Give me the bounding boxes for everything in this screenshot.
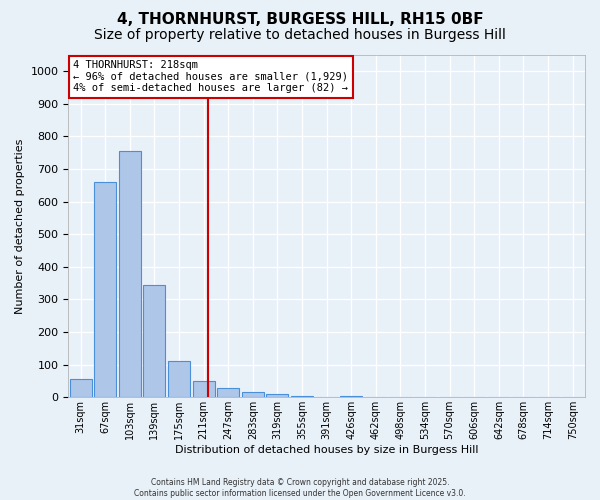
Bar xyxy=(291,396,313,398)
Bar xyxy=(119,151,141,398)
Bar xyxy=(242,392,264,398)
Text: 4 THORNHURST: 218sqm
← 96% of detached houses are smaller (1,929)
4% of semi-det: 4 THORNHURST: 218sqm ← 96% of detached h… xyxy=(73,60,349,94)
Bar xyxy=(193,381,215,398)
Bar xyxy=(168,362,190,398)
Bar xyxy=(70,380,92,398)
Bar xyxy=(217,388,239,398)
Text: Size of property relative to detached houses in Burgess Hill: Size of property relative to detached ho… xyxy=(94,28,506,42)
Bar xyxy=(266,394,289,398)
Bar xyxy=(143,285,166,398)
Text: 4, THORNHURST, BURGESS HILL, RH15 0BF: 4, THORNHURST, BURGESS HILL, RH15 0BF xyxy=(116,12,484,28)
Y-axis label: Number of detached properties: Number of detached properties xyxy=(15,138,25,314)
Bar xyxy=(94,182,116,398)
Text: Contains HM Land Registry data © Crown copyright and database right 2025.
Contai: Contains HM Land Registry data © Crown c… xyxy=(134,478,466,498)
Bar xyxy=(340,396,362,398)
X-axis label: Distribution of detached houses by size in Burgess Hill: Distribution of detached houses by size … xyxy=(175,445,478,455)
